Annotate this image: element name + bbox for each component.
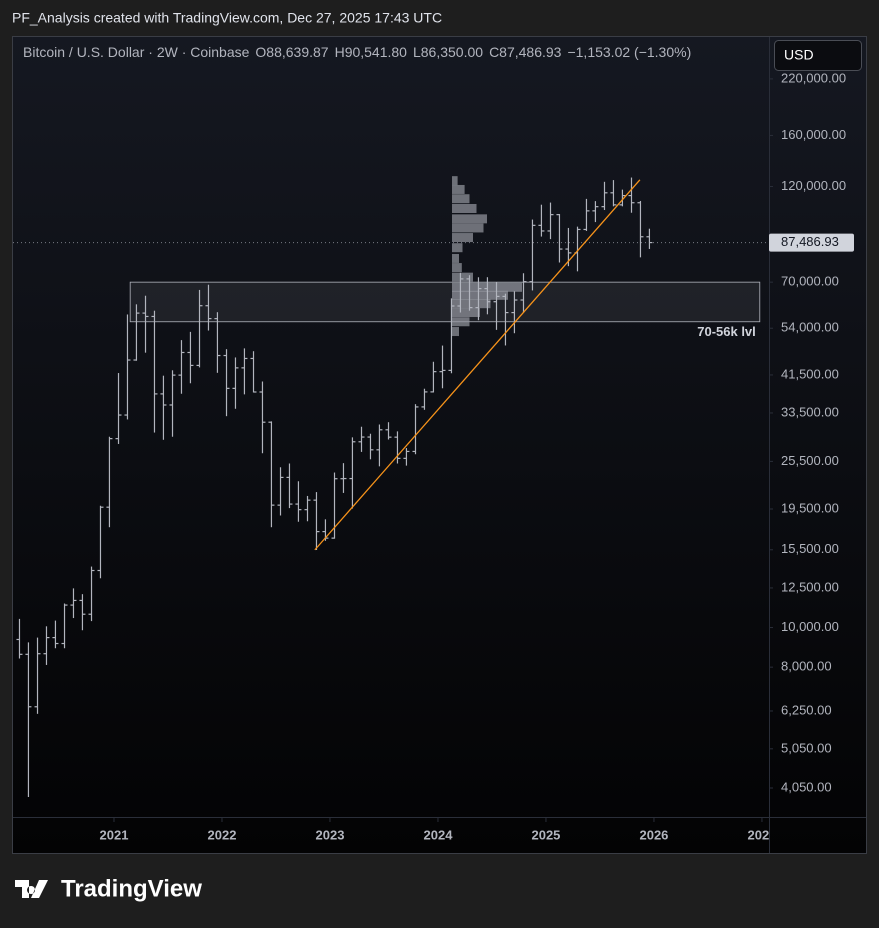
volume-profile-bar: [452, 204, 477, 214]
volume-profile-bar: [452, 317, 470, 327]
volume-profile-bar: [452, 299, 491, 309]
last-price-box: [769, 233, 854, 252]
y-tick-label: 220,000.00: [781, 70, 846, 85]
y-tick-label: 19,500.00: [781, 500, 839, 515]
y-tick-label: 8,000.00: [781, 659, 832, 674]
y-tick-label: 160,000.00: [781, 127, 846, 142]
x-tick-label: 2023: [316, 827, 345, 842]
brand-name: TradingView: [61, 875, 202, 902]
x-tick-label: 2025: [531, 827, 560, 842]
volume-profile-bar: [452, 184, 465, 194]
volume-profile-bar: [452, 233, 474, 243]
legend-low: L86,350.00: [413, 44, 483, 60]
y-tick-label: 41,500.00: [781, 366, 839, 381]
brand-logo: TradingView: [15, 875, 202, 902]
legend-symbol: Bitcoin / U.S. Dollar · 2W · Coinbase: [23, 44, 250, 60]
volume-profile-bar: [452, 253, 460, 263]
support-zone: [129, 281, 761, 323]
last-price-label: 87,486.93: [781, 234, 839, 249]
currency-button[interactable]: USD: [774, 40, 862, 71]
y-tick-label: 12,500.00: [781, 579, 839, 594]
axes: 220,000.00 160,000.00 120,000.00 70,000.00 5…: [769, 70, 854, 794]
x-tick-label: 2022: [208, 827, 237, 842]
y-tick-label: 70,000.00: [781, 274, 839, 289]
header: PF_Analysis created with TradingView.com…: [12, 10, 442, 26]
legend-high: H90,541.80: [335, 44, 408, 60]
legend: Bitcoin / U.S. Dollar · 2W · Coinbase O88…: [23, 44, 691, 60]
y-tick-label: 54,000.00: [781, 320, 839, 335]
volume-profile-bar: [452, 223, 484, 233]
volume-profile-bar: [452, 272, 474, 282]
button-box[interactable]: [774, 40, 862, 71]
x-tick-label: 2026: [639, 827, 668, 842]
legend-close: C87,486.93: [489, 44, 562, 60]
y-tick-label: 33,500.00: [781, 404, 839, 419]
legend-change: −1,153.02 (−1.30%): [567, 44, 691, 60]
y-tick-label: 5,050.00: [781, 740, 832, 755]
volume-profile-bar: [452, 290, 509, 300]
y-tick-label: 6,250.00: [781, 702, 832, 717]
logo-icon: [15, 880, 48, 898]
chart-panel: [12, 36, 867, 854]
y-tick-label: 15,500.00: [781, 541, 839, 556]
button-label[interactable]: USD: [784, 47, 814, 63]
plot: [13, 176, 768, 797]
y-tick-label: 10,000.00: [781, 619, 839, 634]
y-tick-label: 120,000.00: [781, 178, 846, 193]
volume-profile-bar: [452, 327, 460, 337]
x-tick-label: 2021: [100, 827, 129, 842]
x-tick-label: 2027: [747, 827, 776, 842]
zone-label: 70-56k lvl: [697, 324, 756, 339]
volume-profile-bar: [452, 214, 488, 224]
volume-profile-bar: [452, 263, 462, 273]
volume-profile-bar: [452, 194, 470, 204]
volume-profile-bar: [452, 307, 481, 317]
trendline: [314, 179, 641, 551]
y-tick-label: 25,500.00: [781, 453, 839, 468]
x-axis: 2021 2022 2023 2024 2025 2026 2027: [100, 818, 776, 842]
legend-open: O88,639.87: [255, 44, 328, 60]
x-tick-label: 2024: [424, 827, 454, 842]
y-tick-label: 4,050.00: [781, 779, 832, 794]
volume-profile-bar: [452, 176, 458, 186]
volume-profile-bar: [452, 243, 463, 253]
